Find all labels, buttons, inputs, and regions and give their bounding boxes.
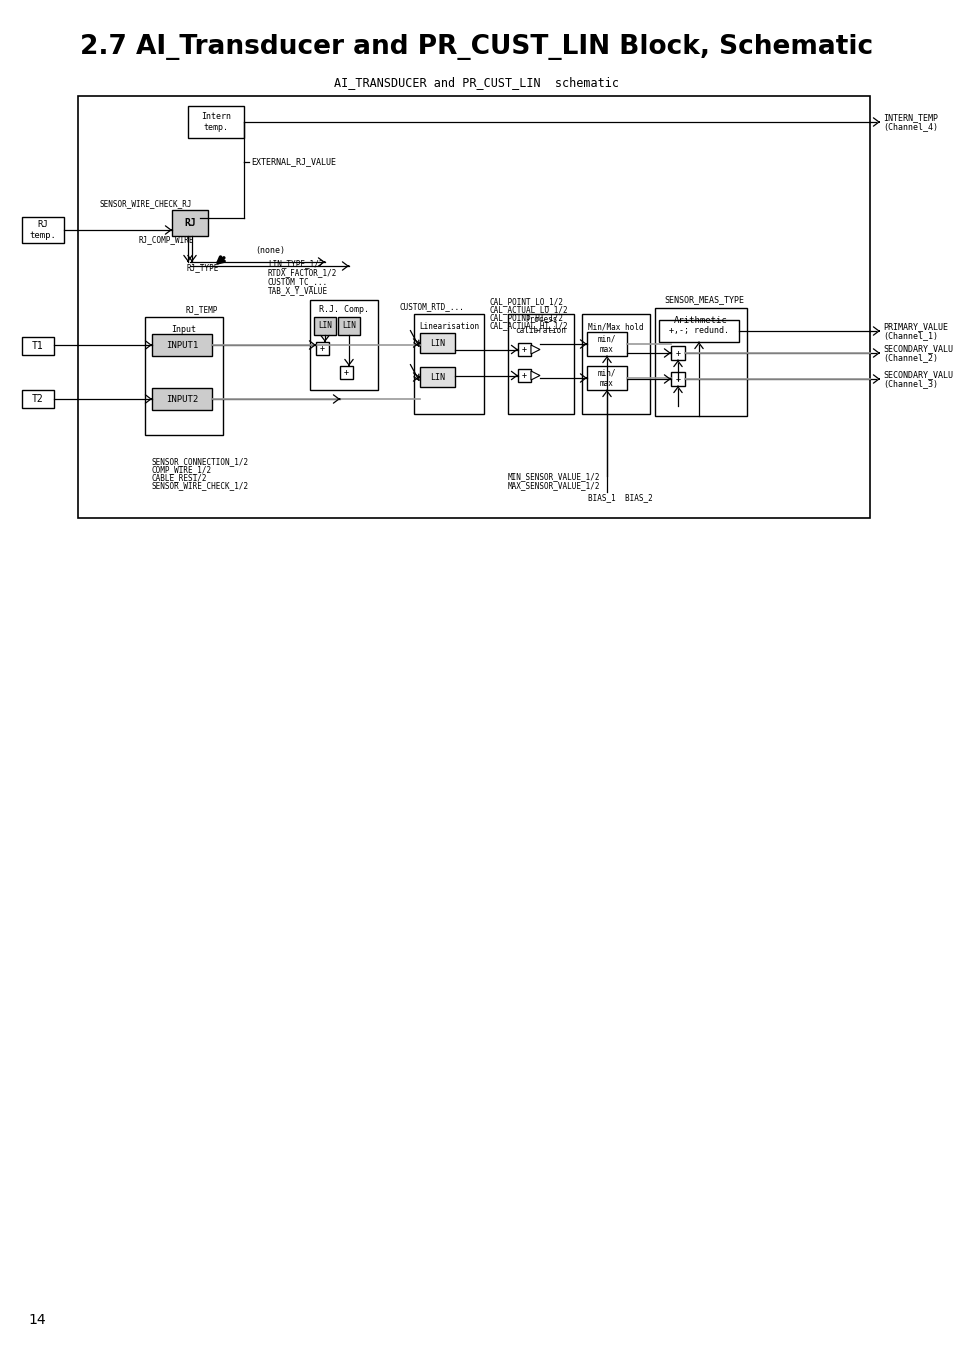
Text: RTDX_FACTOR_1/2: RTDX_FACTOR_1/2 [268, 269, 337, 278]
Text: (Channel_1): (Channel_1) [882, 332, 937, 340]
Text: AI_TRANSDUCER and PR_CUST_LIN  schematic: AI_TRANSDUCER and PR_CUST_LIN schematic [335, 77, 618, 89]
Text: CABLE_RES1/2: CABLE_RES1/2 [152, 474, 208, 482]
Bar [310, 300, 377, 390]
Bar [414, 315, 483, 414]
Bar [659, 320, 739, 342]
Text: TAB_X_Y_VALUE: TAB_X_Y_VALUE [268, 286, 328, 296]
Text: CUSTOM_RTD_...: CUSTOM_RTD_... [399, 302, 464, 312]
Bar [314, 317, 335, 335]
Bar [670, 346, 684, 360]
Text: RJ_TYPE: RJ_TYPE [187, 263, 219, 273]
Text: (Channel_4): (Channel_4) [882, 123, 937, 131]
Text: LIN: LIN [342, 321, 355, 331]
Bar [78, 96, 869, 518]
Text: 2.7 AI_Transducer and PR_CUST_LIN Block, Schematic: 2.7 AI_Transducer and PR_CUST_LIN Block,… [80, 34, 873, 59]
Text: LIN: LIN [430, 339, 444, 347]
Bar [507, 315, 574, 414]
Text: Process
calibration: Process calibration [515, 316, 566, 335]
Polygon shape [531, 346, 539, 354]
Bar [419, 367, 455, 387]
Text: BIAS_1  BIAS_2: BIAS_1 BIAS_2 [587, 494, 652, 502]
Polygon shape [531, 371, 539, 379]
Text: INPUT2: INPUT2 [166, 394, 198, 404]
Text: 14: 14 [28, 1314, 46, 1327]
Bar [655, 308, 746, 416]
Text: LIN: LIN [430, 373, 444, 382]
Text: CAL_ACTUAL_LO_1/2: CAL_ACTUAL_LO_1/2 [490, 305, 568, 315]
Bar [517, 369, 531, 382]
Text: LIN_TYPE_1/2: LIN_TYPE_1/2 [268, 259, 323, 269]
Text: SENSOR_WIRE_CHECK_RJ: SENSOR_WIRE_CHECK_RJ [100, 200, 193, 208]
Text: min/
max: min/ max [598, 369, 616, 387]
Bar [22, 217, 64, 243]
Text: R.J. Comp.: R.J. Comp. [318, 305, 369, 313]
Bar [172, 211, 208, 236]
Text: Input: Input [172, 325, 196, 333]
Bar [517, 343, 531, 356]
Text: COMP_WIRE_1/2: COMP_WIRE_1/2 [152, 466, 212, 474]
Text: Linearisation: Linearisation [418, 323, 478, 331]
Text: SECONDARY_VALUE_2: SECONDARY_VALUE_2 [882, 370, 953, 379]
Text: CAL_ACTUAL_HI_1/2: CAL_ACTUAL_HI_1/2 [490, 321, 568, 331]
Bar [22, 338, 54, 355]
Text: min/
max: min/ max [598, 335, 616, 354]
Text: RJ_TEMP: RJ_TEMP [186, 305, 218, 315]
Text: RJ
temp.: RJ temp. [30, 220, 56, 240]
Text: +: + [521, 371, 526, 379]
Text: EXTERNAL_RJ_VALUE: EXTERNAL_RJ_VALUE [251, 158, 335, 166]
Bar [581, 315, 649, 414]
Bar [419, 333, 455, 352]
Text: Intern
temp.: Intern temp. [201, 112, 231, 132]
Bar [188, 107, 244, 138]
Text: INPUT1: INPUT1 [166, 340, 198, 350]
Text: (none): (none) [254, 246, 285, 255]
Text: +: + [521, 346, 526, 354]
Text: SECONDARY_VALUE_1: SECONDARY_VALUE_1 [882, 344, 953, 354]
Text: +: + [319, 344, 325, 352]
Text: +,-; redund.: +,-; redund. [668, 327, 728, 336]
Text: Arithmetic: Arithmetic [674, 316, 727, 325]
Bar [586, 366, 626, 390]
Bar [670, 373, 684, 386]
Text: T2: T2 [32, 394, 44, 404]
Bar [315, 342, 329, 355]
Text: +: + [344, 369, 349, 377]
Text: T1: T1 [32, 342, 44, 351]
Text: (Channel_3): (Channel_3) [882, 379, 937, 389]
Text: MAX_SENSOR_VALUE_1/2: MAX_SENSOR_VALUE_1/2 [507, 482, 599, 490]
Text: INTERN_TEMP: INTERN_TEMP [882, 113, 937, 123]
Text: SENSOR_CONNECTION_1/2: SENSOR_CONNECTION_1/2 [152, 458, 249, 467]
Text: SENSOR_MEAS_TYPE: SENSOR_MEAS_TYPE [663, 296, 743, 305]
Text: SENSOR_WIRE_CHECK_1/2: SENSOR_WIRE_CHECK_1/2 [152, 482, 249, 490]
Text: CUSTOM_TC_...: CUSTOM_TC_... [268, 278, 328, 286]
Text: Min/Max hold: Min/Max hold [588, 323, 643, 331]
Text: RJ: RJ [184, 217, 195, 228]
Text: (Channel_2): (Channel_2) [882, 354, 937, 363]
Bar [339, 366, 353, 379]
Text: RJ_COMP_WIRE: RJ_COMP_WIRE [139, 235, 194, 244]
Bar [586, 332, 626, 356]
Text: LIN: LIN [317, 321, 332, 331]
Bar [152, 333, 212, 356]
Bar [337, 317, 359, 335]
Bar [22, 390, 54, 408]
Text: PRIMARY_VALUE: PRIMARY_VALUE [882, 323, 947, 332]
Bar [145, 317, 223, 435]
Text: +: + [675, 348, 679, 358]
Text: CAL_POINT_LO_1/2: CAL_POINT_LO_1/2 [490, 297, 563, 306]
Text: MIN_SENSOR_VALUE_1/2: MIN_SENSOR_VALUE_1/2 [507, 472, 599, 482]
Text: +: + [675, 374, 679, 383]
Text: CAL_POINT_HI_1/2: CAL_POINT_HI_1/2 [490, 313, 563, 323]
Bar [152, 387, 212, 410]
